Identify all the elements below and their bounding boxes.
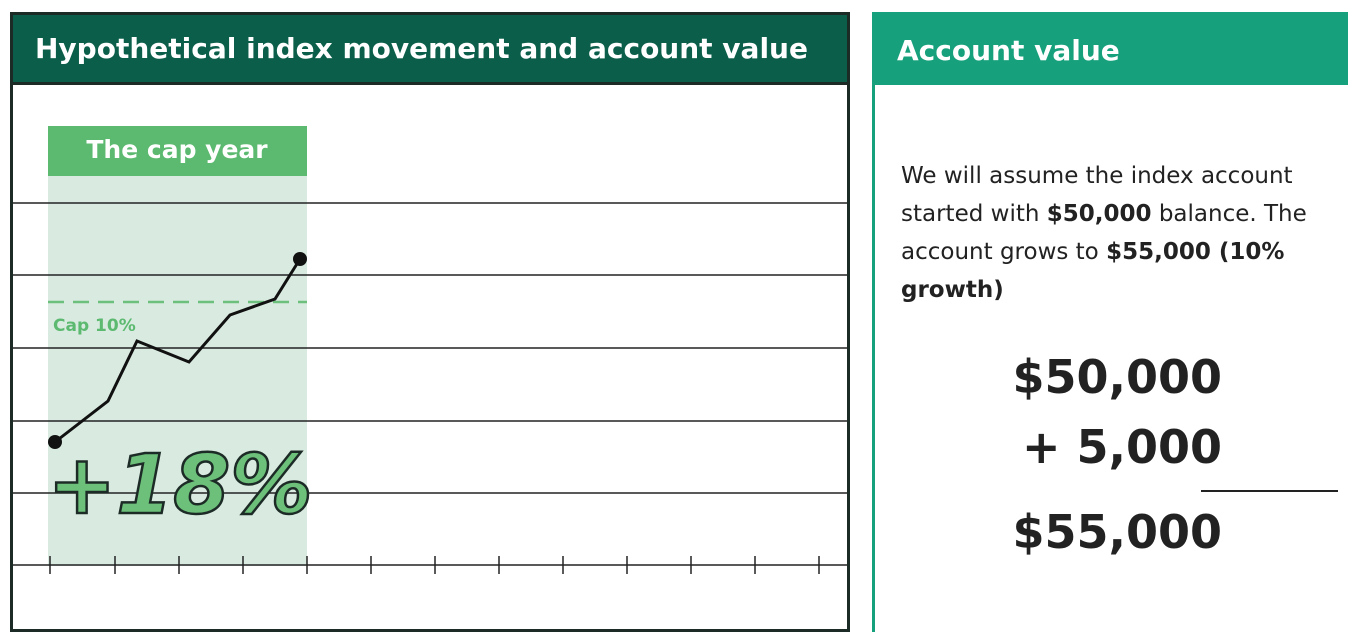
- chart-panel: Hypothetical index movement and account …: [10, 12, 850, 632]
- index-line: [54, 258, 302, 444]
- highlight-header: [48, 126, 307, 176]
- description: We will assume the index account started…: [901, 157, 1321, 309]
- start-point: [48, 435, 62, 449]
- cap-label: Cap 10%: [53, 316, 136, 336]
- highlight-label: The cap year: [86, 135, 268, 164]
- page: Hypothetical index movement and account …: [10, 12, 1348, 632]
- grid: [13, 202, 847, 566]
- text: We will assume the index account started…: [901, 163, 1293, 227]
- bold-text: $50,000: [1046, 201, 1152, 227]
- added-value: + 5,000: [1021, 420, 1222, 474]
- result-label: +18%: [48, 438, 313, 533]
- panel-title: Hypothetical index movement and account …: [13, 15, 847, 85]
- bold-text: $55,000 (10% growth): [901, 239, 1285, 303]
- illustration: The cap year Cap 10% +18%: [13, 126, 847, 574]
- panel-title: Account value: [875, 15, 1348, 85]
- axis-ticks: [49, 556, 820, 574]
- text: balance. The account grows to: [901, 201, 1307, 265]
- end-point: [293, 252, 307, 266]
- account-panel: Account value We will assume the index a…: [872, 12, 1348, 632]
- total-value: $55,000: [1012, 505, 1222, 559]
- start-value: $50,000: [1012, 350, 1222, 404]
- sum-rule: [1201, 490, 1338, 492]
